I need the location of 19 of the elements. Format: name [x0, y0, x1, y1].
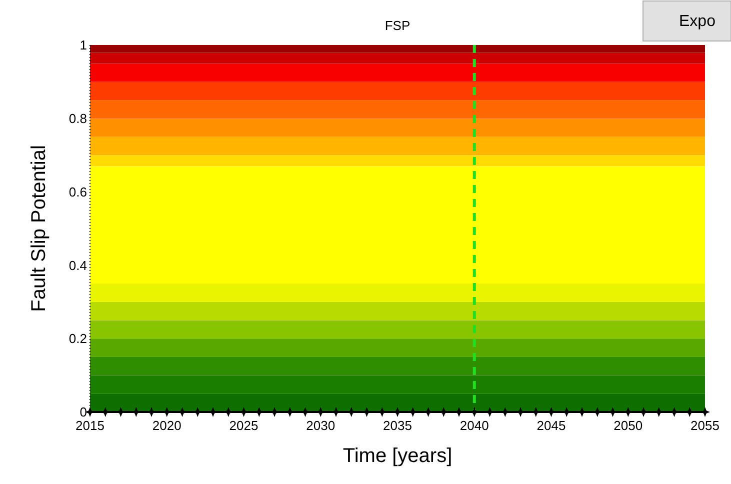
button: Expo [642, 0, 731, 42]
x-tick-label: 2020 [152, 418, 182, 433]
x-tick-label: 2035 [383, 418, 412, 433]
x-tick-label: 2015 [76, 418, 104, 433]
x-tick-label: 2030 [306, 418, 336, 433]
y-tick-label: 0.4 [68, 258, 87, 273]
x-tick-label: 2055 [690, 418, 720, 433]
x-tick-label: 2040 [460, 418, 489, 433]
chart-title: FSP [384, 18, 410, 33]
x-tick-label: 2045 [536, 418, 566, 433]
y-tick-label: 0 [80, 404, 87, 420]
y-tick-label: 1 [80, 38, 87, 53]
y-axis-title: Fault Slip Potential [28, 145, 50, 312]
y-tick-label: 0.2 [68, 331, 87, 346]
x-tick-label: 2025 [229, 418, 258, 433]
y-tick-label: 0.6 [68, 184, 87, 200]
x-axis-title: Time [years] [342, 445, 452, 467]
y-tick-label: 0.8 [68, 110, 87, 126]
x-tick-label: 2050 [614, 418, 643, 433]
